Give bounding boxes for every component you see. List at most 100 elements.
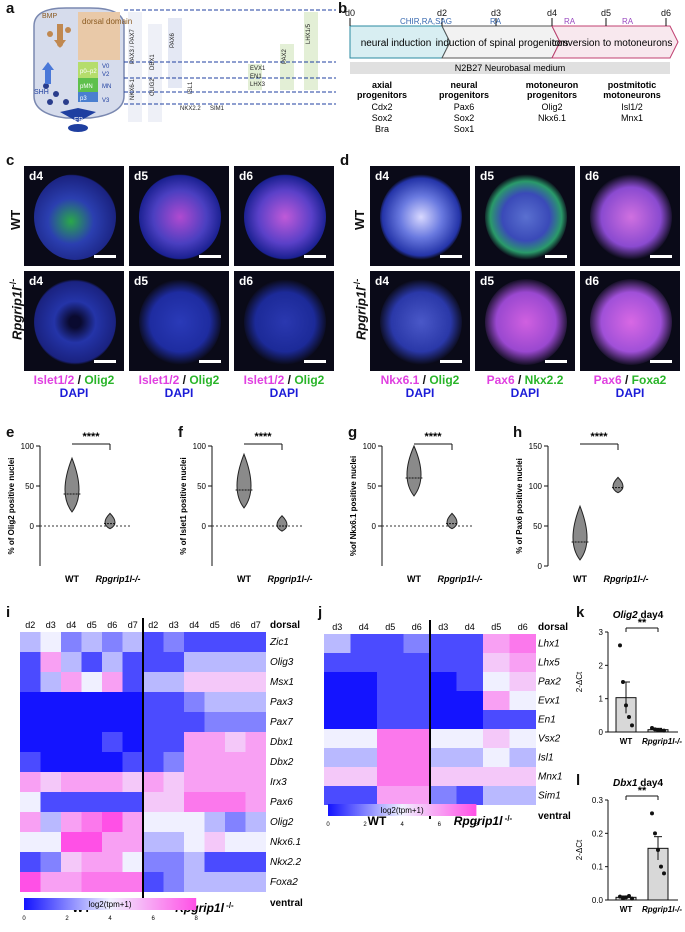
y-tick-label: 100 bbox=[193, 442, 207, 451]
heat-cell bbox=[61, 812, 82, 832]
day-header: d3 bbox=[46, 620, 56, 630]
day-label: d6 bbox=[239, 274, 254, 288]
legend-tick: 2 bbox=[363, 822, 367, 828]
stain-green: Olig2 bbox=[189, 373, 220, 387]
cell-aggregate bbox=[590, 279, 672, 365]
heat-cell bbox=[483, 748, 510, 767]
cell-aggregate bbox=[380, 279, 462, 365]
heat-cell bbox=[509, 786, 536, 805]
day-header: d5 bbox=[210, 620, 220, 630]
heat-cell bbox=[324, 691, 351, 710]
heat-cell bbox=[377, 729, 404, 748]
y-tick-label: 0 bbox=[599, 728, 604, 737]
heat-cell bbox=[102, 712, 123, 732]
heat-cell bbox=[377, 634, 404, 653]
stage-conversion: conversion to motoneurons bbox=[552, 38, 673, 49]
significance-label: ** bbox=[638, 617, 647, 629]
legend-tick: 4 bbox=[401, 822, 405, 828]
heat-cell bbox=[245, 672, 266, 692]
gene-label-3: NKX6-1 bbox=[130, 78, 136, 100]
group-label-mut: Rpgrip1l-/- bbox=[268, 574, 313, 584]
stain-blue: DAPI bbox=[269, 386, 299, 400]
data-point bbox=[659, 864, 663, 869]
heat-cell bbox=[483, 729, 510, 748]
y-tick-label: 0.1 bbox=[592, 863, 604, 872]
heat-cell bbox=[456, 653, 483, 672]
heatmap-i: d2 d3 d4 d5 d6 d7 d2 d3 d4 d5 d6 d7 dorsal Zic1 Olig3 M… bbox=[20, 618, 303, 922]
heat-cell bbox=[102, 732, 123, 752]
bar-title: Olig2 day4 bbox=[613, 610, 664, 621]
heat-cell bbox=[20, 732, 41, 752]
day-label: d4 bbox=[29, 169, 44, 183]
cell-aggregate bbox=[244, 279, 326, 365]
stain-caption: Islet1/2 / Olig2 DAPI bbox=[243, 373, 325, 400]
stage-column-title-2: progenitors bbox=[527, 90, 577, 100]
legend-tick: 2 bbox=[65, 916, 69, 922]
gene-label-Dbx1: Dbx1 bbox=[270, 737, 293, 748]
y-axis-label: 2-ΔCt bbox=[575, 671, 584, 692]
heat-cell bbox=[509, 672, 536, 691]
heat-cell bbox=[163, 872, 184, 892]
v3-label: V3 bbox=[102, 98, 110, 104]
panel-label-j: j bbox=[318, 604, 323, 621]
heat-cell bbox=[350, 710, 377, 729]
heat-cell bbox=[184, 792, 205, 812]
stain-magenta: Nkx6.1 bbox=[380, 373, 420, 387]
day-header: d6 bbox=[518, 622, 528, 632]
bar-title: Dbx1 day4 bbox=[613, 778, 663, 789]
stage-neural-induction: neural induction bbox=[361, 38, 432, 49]
data-point bbox=[662, 728, 666, 733]
heat-cell bbox=[456, 729, 483, 748]
scale-bar bbox=[440, 255, 462, 258]
micrograph-wt-d6: d6 bbox=[580, 166, 680, 266]
heat-cell bbox=[377, 786, 404, 805]
y-tick-label: 1 bbox=[599, 695, 604, 704]
heat-cell bbox=[102, 652, 123, 672]
heat-cell bbox=[184, 852, 205, 872]
y-tick-label: 0 bbox=[30, 522, 35, 531]
group-label-wt: WT bbox=[620, 737, 633, 746]
micrograph-wt-d5: d5 bbox=[475, 166, 575, 266]
pmn-label: pMN bbox=[80, 84, 93, 90]
gene-label-Dbx2: Dbx2 bbox=[270, 757, 294, 768]
heat-cell bbox=[483, 691, 510, 710]
marker-Cdx2: Cdx2 bbox=[371, 102, 392, 112]
heat-cell bbox=[350, 672, 377, 691]
day-header: d5 bbox=[385, 622, 395, 632]
heat-cell bbox=[143, 832, 164, 852]
stain-green: Olig2 bbox=[84, 373, 115, 387]
heat-cell bbox=[245, 632, 266, 652]
gene-label-Nkx6.1: Nkx6.1 bbox=[270, 837, 301, 848]
heat-cell bbox=[143, 872, 164, 892]
heat-cell bbox=[350, 691, 377, 710]
violin-wt bbox=[406, 444, 422, 497]
legend-tick: 6 bbox=[438, 822, 442, 828]
significance-label: **** bbox=[82, 431, 100, 443]
mutant-label: Rpgrip1l -/- bbox=[454, 814, 513, 829]
heat-cell bbox=[122, 792, 143, 812]
cell-aggregate bbox=[34, 279, 116, 365]
cell-aggregate bbox=[34, 174, 116, 260]
gene-label-Mnx1: Mnx1 bbox=[538, 772, 562, 783]
heat-cell bbox=[483, 786, 510, 805]
data-point bbox=[630, 896, 634, 901]
heat-cell bbox=[102, 792, 123, 812]
panel-label-a: a bbox=[6, 0, 15, 17]
stain-magenta: Islet1/2 bbox=[243, 373, 285, 387]
panel-c-row-mut: Rpgrip1l-/- bbox=[8, 278, 25, 340]
day-tick-d5: d5 bbox=[601, 8, 611, 18]
y-tick-label: 100 bbox=[363, 442, 377, 451]
heat-cell bbox=[430, 634, 457, 653]
heat-cell bbox=[20, 832, 41, 852]
cell-aggregate bbox=[485, 279, 567, 365]
scale-bar bbox=[545, 360, 567, 363]
heat-cell bbox=[143, 632, 164, 652]
heat-cell bbox=[403, 748, 430, 767]
heat-cell bbox=[102, 672, 123, 692]
heat-cell bbox=[245, 812, 266, 832]
gene-label-12: LHX1/5 bbox=[306, 23, 312, 44]
gene-label-2: PAX6 bbox=[170, 32, 176, 48]
dorsal-domain-label: dorsal domain bbox=[82, 17, 132, 26]
heat-cell bbox=[245, 852, 266, 872]
heat-cell bbox=[163, 692, 184, 712]
